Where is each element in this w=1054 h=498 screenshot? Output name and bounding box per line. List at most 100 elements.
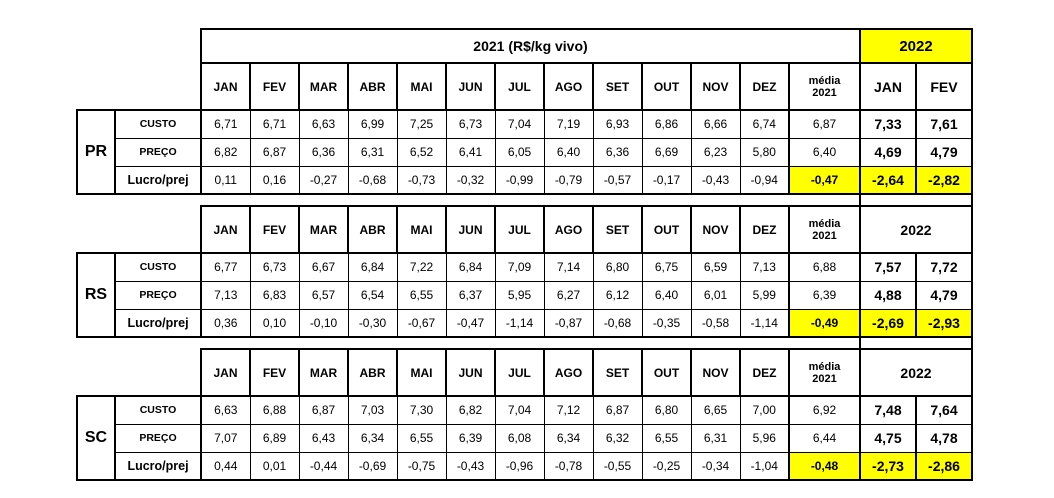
value-cell: 7,19 bbox=[543, 109, 594, 139]
state-label-rs: RS bbox=[76, 252, 116, 338]
value-cell: 6,88 bbox=[249, 395, 300, 425]
value-cell: 6,01 bbox=[690, 280, 741, 310]
value-cell: 6,63 bbox=[298, 109, 349, 139]
value-cell: 6,57 bbox=[298, 280, 349, 310]
value-cell: 6,84 bbox=[445, 252, 496, 282]
value-cell: 0,44 bbox=[200, 451, 251, 481]
value-cell: 0,01 bbox=[249, 451, 300, 481]
value-cell: 6,66 bbox=[690, 109, 741, 139]
value-cell: 5,80 bbox=[739, 137, 790, 167]
value-cell: 6,86 bbox=[641, 109, 692, 139]
banner-2021: 2021 (R$/kg vivo) bbox=[200, 28, 861, 64]
month-header-dez: DEZ bbox=[739, 62, 790, 111]
value-2022-cell: -2,69 bbox=[859, 308, 917, 338]
media-value-cell: 6,92 bbox=[788, 395, 861, 425]
value-cell: 6,89 bbox=[249, 423, 300, 453]
value-cell: 6,83 bbox=[249, 280, 300, 310]
value-cell: 6,08 bbox=[494, 423, 545, 453]
value-cell: 6,40 bbox=[641, 280, 692, 310]
value-cell: 0,11 bbox=[200, 165, 251, 195]
row-label: CUSTO bbox=[114, 395, 202, 425]
value-cell: 7,30 bbox=[396, 395, 447, 425]
gap-row bbox=[77, 337, 973, 349]
month-header-jun: JUN bbox=[445, 205, 496, 254]
month-header-jun: JUN bbox=[445, 348, 496, 397]
value-cell: 7,07 bbox=[200, 423, 251, 453]
value-cell: -0,68 bbox=[347, 165, 398, 195]
gap-spacer bbox=[77, 194, 860, 206]
media-2021-header: média 2021 bbox=[788, 205, 861, 254]
value-cell: 0,36 bbox=[200, 308, 251, 338]
value-cell: 6,80 bbox=[641, 395, 692, 425]
media-value-cell: -0,48 bbox=[788, 451, 861, 481]
corner-spacer bbox=[77, 29, 201, 63]
value-cell: 6,52 bbox=[396, 137, 447, 167]
media-2021-header: média 2021 bbox=[788, 62, 861, 111]
value-cell: 6,87 bbox=[249, 137, 300, 167]
banner-2022: 2022 bbox=[859, 28, 973, 64]
value-cell: 6,23 bbox=[690, 137, 741, 167]
value-cell: 7,13 bbox=[200, 280, 251, 310]
row-label: PREÇO bbox=[114, 423, 202, 453]
month-header-jul: JUL bbox=[494, 205, 545, 254]
value-2022-cell: 4,79 bbox=[915, 137, 973, 167]
media-header-line2: 2021 bbox=[812, 229, 837, 242]
value-2022-cell: -2,86 bbox=[915, 451, 973, 481]
table-body: 2021 (R$/kg vivo) 2022 JAN FEV MAR ABR MAI JUN J… bbox=[76, 28, 973, 481]
month-header-dez: DEZ bbox=[739, 348, 790, 397]
media-value-cell: 6,39 bbox=[788, 280, 861, 310]
value-cell: 6,74 bbox=[739, 109, 790, 139]
month-header-jan: JAN bbox=[200, 62, 251, 111]
value-cell: -0,99 bbox=[494, 165, 545, 195]
month-header-nov: NOV bbox=[690, 62, 741, 111]
header-spacer bbox=[77, 349, 201, 396]
value-cell: -0,58 bbox=[690, 308, 741, 338]
value-cell: -0,75 bbox=[396, 451, 447, 481]
month-header-jul: JUL bbox=[494, 62, 545, 111]
month-header-dez: DEZ bbox=[739, 205, 790, 254]
table-row: RS CUSTO 6,77 6,73 6,67 6,84 7,22 6,84 7,09 7,14 6… bbox=[76, 252, 973, 338]
value-2022-cell: 7,72 bbox=[915, 252, 973, 282]
value-cell: -0,73 bbox=[396, 165, 447, 195]
gap-spacer bbox=[77, 337, 860, 349]
header-row: JAN FEV MAR ABR MAI JUN JUL AGO SET OUT NOV DEZ médi… bbox=[77, 62, 973, 111]
value-cell: 6,31 bbox=[347, 137, 398, 167]
value-cell: 6,82 bbox=[445, 395, 496, 425]
value-cell: 7,09 bbox=[494, 252, 545, 282]
value-cell: 6,54 bbox=[347, 280, 398, 310]
value-cell: -0,96 bbox=[494, 451, 545, 481]
value-cell: 6,84 bbox=[347, 252, 398, 282]
value-cell: -0,25 bbox=[641, 451, 692, 481]
value-cell: 6,41 bbox=[445, 137, 496, 167]
table-row: PREÇO 6,82 6,87 6,36 6,31 6,52 6,41 6,05 6,40 6,3… bbox=[77, 137, 973, 167]
value-cell: -1,14 bbox=[494, 308, 545, 338]
value-2022-cell: 4,79 bbox=[915, 280, 973, 310]
month-header-mai: MAI bbox=[396, 348, 447, 397]
value-cell: 0,10 bbox=[249, 308, 300, 338]
value-cell: 7,25 bbox=[396, 109, 447, 139]
table-row: Lucro/prej 0,36 0,10 -0,10 -0,30 -0,67 -0,47 -1… bbox=[77, 308, 973, 338]
value-cell: 6,27 bbox=[543, 280, 594, 310]
media-value-cell: 6,44 bbox=[788, 423, 861, 453]
month-header-fev: FEV bbox=[249, 62, 300, 111]
value-cell: 5,96 bbox=[739, 423, 790, 453]
media-value-cell: -0,47 bbox=[788, 165, 861, 195]
header-row: JAN FEV MAR ABR MAI JUN JUL AGO SET OUT NOV DEZ médi… bbox=[77, 205, 973, 254]
value-cell: 6,73 bbox=[249, 252, 300, 282]
value-cell: -0,17 bbox=[641, 165, 692, 195]
year-2022-header: 2022 bbox=[859, 348, 973, 397]
row-label: CUSTO bbox=[114, 252, 202, 282]
month-header-jan: JAN bbox=[200, 348, 251, 397]
value-cell: -0,43 bbox=[690, 165, 741, 195]
value-cell: 6,87 bbox=[298, 395, 349, 425]
value-cell: 6,59 bbox=[690, 252, 741, 282]
media-header-line1: média bbox=[808, 360, 841, 373]
value-cell: -0,87 bbox=[543, 308, 594, 338]
table-row: Lucro/prej 0,44 0,01 -0,44 -0,69 -0,75 -0,43 -0… bbox=[77, 451, 973, 481]
value-cell: -0,79 bbox=[543, 165, 594, 195]
value-cell: 5,99 bbox=[739, 280, 790, 310]
value-cell: 6,32 bbox=[592, 423, 643, 453]
media-header-line1: média bbox=[808, 74, 841, 87]
value-2022-cell: -2,64 bbox=[859, 165, 917, 195]
